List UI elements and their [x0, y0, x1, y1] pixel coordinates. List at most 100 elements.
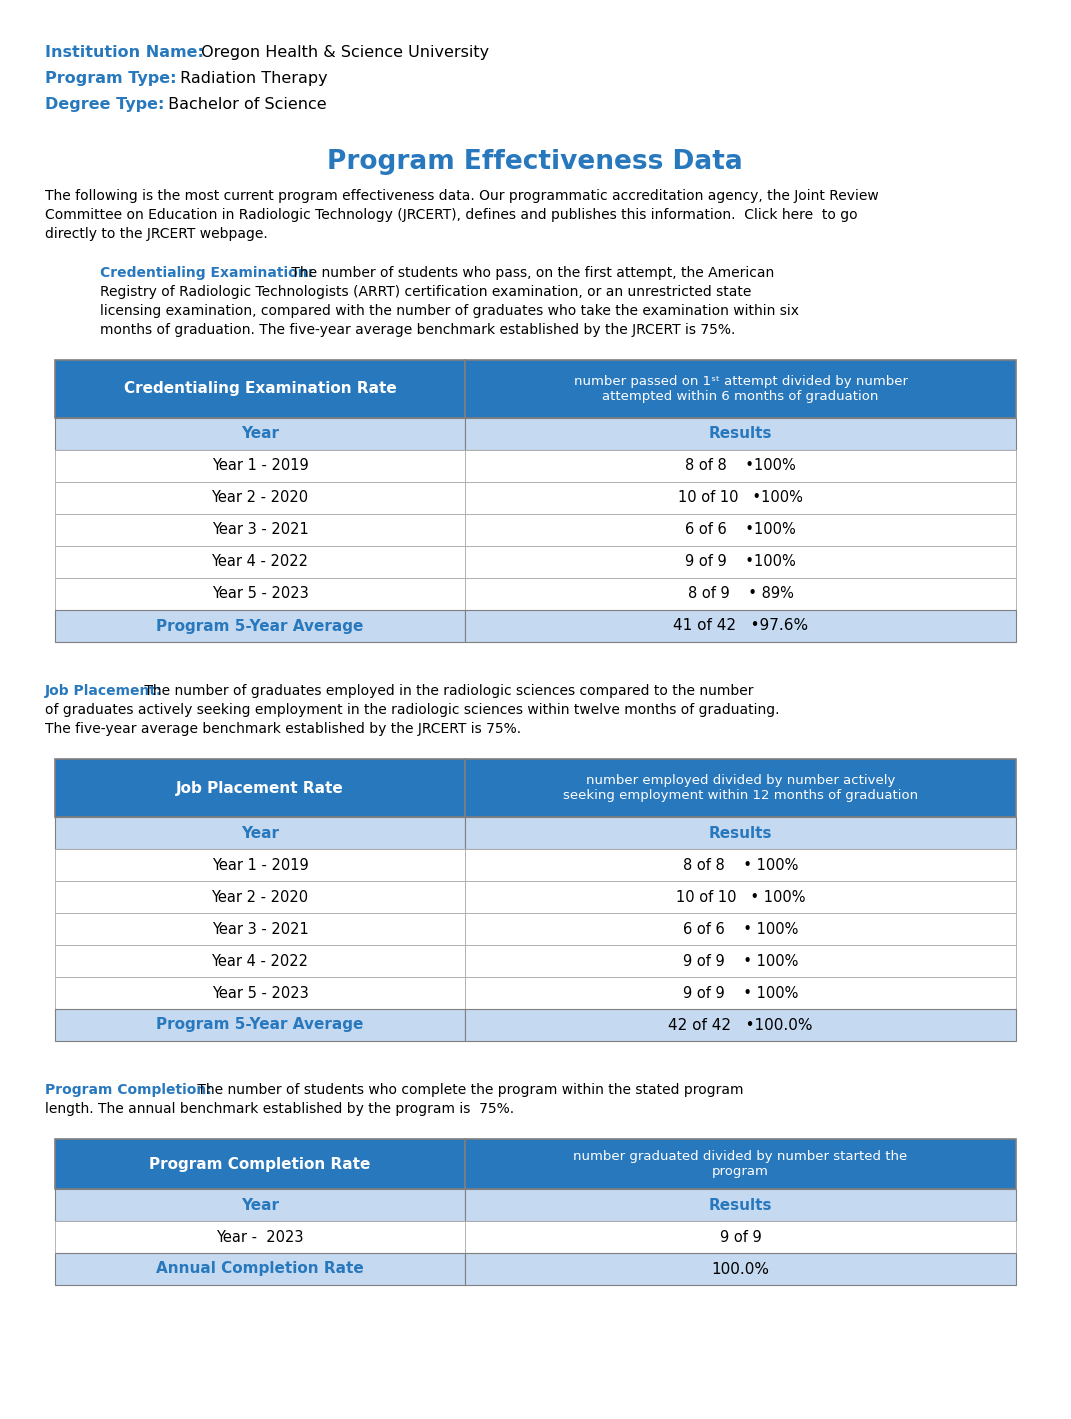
Bar [55, 849, 465, 881]
Text: Credentialing Examination Rate: Credentialing Examination Rate [123, 382, 396, 396]
Bar [55, 1139, 465, 1189]
Text: 9 of 9: 9 of 9 [720, 1229, 761, 1244]
Bar [465, 578, 1016, 610]
Text: Year 4 - 2022: Year 4 - 2022 [211, 954, 308, 969]
Bar [465, 912, 1016, 945]
Text: months of graduation. The five-year average benchmark established by the JRCERT : months of graduation. The five-year aver… [100, 324, 736, 336]
Text: Results: Results [709, 427, 772, 441]
Text: Year 2 - 2020: Year 2 - 2020 [211, 890, 308, 904]
Bar [465, 945, 1016, 978]
Bar [55, 514, 465, 546]
Text: Results: Results [709, 826, 772, 840]
Text: Program Effectiveness Data: Program Effectiveness Data [327, 149, 743, 175]
Text: 42 of 42   •100.0%: 42 of 42 •100.0% [668, 1017, 813, 1033]
Text: 10 of 10   •100%: 10 of 10 •100% [678, 491, 803, 505]
Text: Year 3 - 2021: Year 3 - 2021 [212, 522, 308, 538]
Text: Program 5-Year Average: Program 5-Year Average [156, 1017, 364, 1033]
Bar [55, 1220, 465, 1253]
Text: Bachelor of Science: Bachelor of Science [163, 96, 327, 112]
Bar [465, 450, 1016, 482]
Bar [465, 978, 1016, 1009]
Text: Radiation Therapy: Radiation Therapy [175, 71, 328, 87]
Text: Degree Type:: Degree Type: [45, 96, 164, 112]
Bar [465, 514, 1016, 546]
Text: Year: Year [241, 826, 280, 840]
Text: 9 of 9    • 100%: 9 of 9 • 100% [683, 954, 798, 969]
Bar [465, 849, 1016, 881]
Text: The five-year average benchmark established by the JRCERT is 75%.: The five-year average benchmark establis… [45, 722, 522, 736]
Bar [55, 450, 465, 482]
Bar [465, 817, 1016, 849]
Bar [55, 546, 465, 578]
Text: Year: Year [241, 427, 280, 441]
Bar [55, 1253, 465, 1286]
Text: 9 of 9    •100%: 9 of 9 •100% [685, 555, 796, 569]
Bar [465, 419, 1016, 450]
Text: 41 of 42   •97.6%: 41 of 42 •97.6% [673, 619, 808, 633]
Text: Year 1 - 2019: Year 1 - 2019 [212, 857, 308, 873]
Text: 100.0%: 100.0% [711, 1261, 769, 1277]
Text: Committee on Education in Radiologic Technology (JRCERT), defines and publishes : Committee on Education in Radiologic Tec… [45, 209, 858, 221]
Bar [465, 759, 1016, 817]
Text: Year 5 - 2023: Year 5 - 2023 [212, 986, 308, 1000]
Bar [55, 912, 465, 945]
Text: Registry of Radiologic Technologists (ARRT) certification examination, or an unr: Registry of Radiologic Technologists (AR… [100, 285, 752, 299]
Bar [465, 1189, 1016, 1220]
Text: Job Placement:: Job Placement: [45, 684, 163, 698]
Text: Program Completion:: Program Completion: [45, 1083, 212, 1097]
Bar [55, 1009, 465, 1042]
Text: number employed divided by number actively
seeking employment within 12 months o: number employed divided by number active… [563, 773, 918, 802]
Text: licensing examination, compared with the number of graduates who take the examin: licensing examination, compared with the… [100, 304, 799, 318]
Text: Oregon Health & Science University: Oregon Health & Science University [196, 45, 489, 60]
Bar [55, 1189, 465, 1220]
Bar [55, 945, 465, 978]
Text: Results: Results [709, 1198, 772, 1212]
Text: The number of students who complete the program within the stated program: The number of students who complete the … [193, 1083, 743, 1097]
Text: The following is the most current program effectiveness data. Our programmatic a: The following is the most current progra… [45, 189, 878, 203]
Text: number passed on 1ˢᵗ attempt divided by number
attempted within 6 months of grad: number passed on 1ˢᵗ attempt divided by … [573, 375, 907, 403]
Bar [465, 881, 1016, 912]
Bar [465, 610, 1016, 641]
Text: The number of students who pass, on the first attempt, the American: The number of students who pass, on the … [287, 265, 774, 280]
Text: 8 of 8    •100%: 8 of 8 •100% [685, 458, 796, 474]
Bar [55, 419, 465, 450]
Text: of graduates actively seeking employment in the radiologic sciences within twelv: of graduates actively seeking employment… [45, 702, 780, 717]
Text: directly to the JRCERT webpage.: directly to the JRCERT webpage. [45, 227, 268, 241]
Bar [465, 1139, 1016, 1189]
Text: Year 1 - 2019: Year 1 - 2019 [212, 458, 308, 474]
Text: 8 of 9    • 89%: 8 of 9 • 89% [688, 586, 794, 602]
Bar [465, 1220, 1016, 1253]
Text: Year 4 - 2022: Year 4 - 2022 [211, 555, 308, 569]
Text: 6 of 6    •100%: 6 of 6 •100% [685, 522, 796, 538]
Text: 9 of 9    • 100%: 9 of 9 • 100% [683, 986, 798, 1000]
Bar [465, 1253, 1016, 1286]
Text: Program Completion Rate: Program Completion Rate [149, 1156, 371, 1172]
Text: 6 of 6    • 100%: 6 of 6 • 100% [683, 921, 798, 937]
Text: Year -  2023: Year - 2023 [216, 1229, 304, 1244]
Text: Annual Completion Rate: Annual Completion Rate [156, 1261, 364, 1277]
Bar [55, 610, 465, 641]
Bar [465, 482, 1016, 514]
Bar [55, 482, 465, 514]
Text: Program 5-Year Average: Program 5-Year Average [156, 619, 364, 633]
Bar [55, 978, 465, 1009]
Text: Year 3 - 2021: Year 3 - 2021 [212, 921, 308, 937]
Bar [55, 578, 465, 610]
Text: Year 2 - 2020: Year 2 - 2020 [211, 491, 308, 505]
Text: The number of graduates employed in the radiologic sciences compared to the numb: The number of graduates employed in the … [140, 684, 754, 698]
Bar [55, 881, 465, 912]
Bar [55, 360, 465, 419]
Text: 10 of 10   • 100%: 10 of 10 • 100% [676, 890, 805, 904]
Text: 8 of 8    • 100%: 8 of 8 • 100% [683, 857, 798, 873]
Bar [465, 360, 1016, 419]
Text: Credentialing Examination:: Credentialing Examination: [100, 265, 313, 280]
Text: Program Type:: Program Type: [45, 71, 177, 87]
Text: number graduated divided by number started the
program: number graduated divided by number start… [573, 1149, 907, 1178]
Bar [55, 759, 465, 817]
Text: Institution Name:: Institution Name: [45, 45, 203, 60]
Bar [55, 817, 465, 849]
Text: Job Placement Rate: Job Placement Rate [176, 780, 344, 796]
Text: length. The annual benchmark established by the program is  75%.: length. The annual benchmark established… [45, 1103, 514, 1115]
Text: Year: Year [241, 1198, 280, 1212]
Bar [465, 546, 1016, 578]
